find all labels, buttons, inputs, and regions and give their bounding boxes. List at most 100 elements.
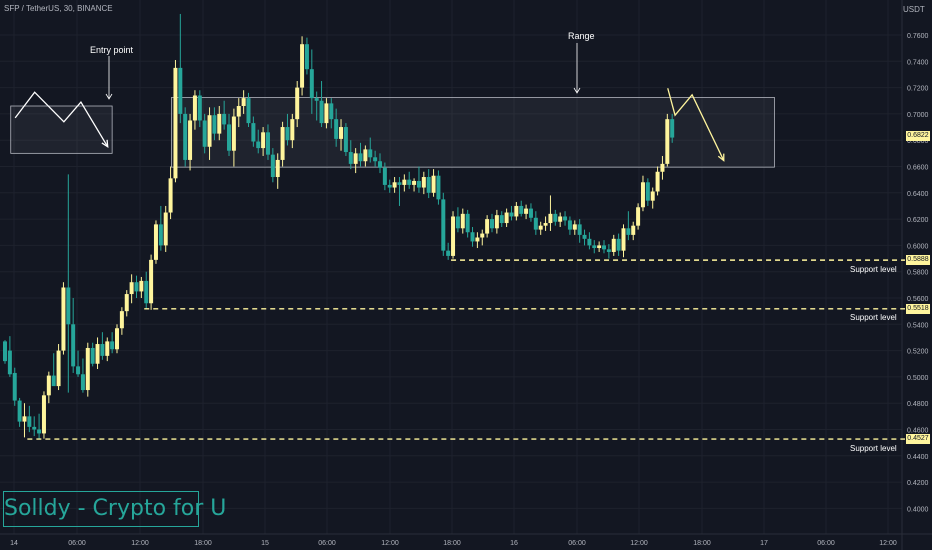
candle bbox=[144, 280, 149, 304]
candle bbox=[377, 161, 382, 168]
symbol-label: SFP / TetherUS, 30, BINANCE bbox=[4, 4, 113, 13]
candle bbox=[27, 416, 32, 427]
candle bbox=[611, 238, 616, 252]
entry-box bbox=[10, 105, 113, 154]
candle bbox=[17, 400, 22, 422]
candle bbox=[431, 175, 436, 193]
candle bbox=[426, 177, 431, 193]
candle bbox=[183, 113, 188, 160]
candle bbox=[553, 213, 558, 222]
candle bbox=[222, 113, 227, 125]
support-price-badge-2: 0.5518 bbox=[906, 304, 930, 314]
candle bbox=[348, 152, 353, 164]
time-tick: 06:00 bbox=[568, 540, 586, 547]
candle bbox=[640, 182, 645, 208]
time-tick: 14 bbox=[10, 540, 18, 547]
price-tick: 0.4400 bbox=[907, 454, 929, 461]
candle bbox=[416, 180, 421, 188]
candle bbox=[46, 375, 51, 396]
candle bbox=[56, 350, 61, 387]
candle bbox=[178, 67, 183, 114]
candle bbox=[95, 344, 100, 364]
candle bbox=[188, 120, 193, 160]
candle bbox=[451, 216, 456, 256]
price-tick: 0.6400 bbox=[907, 191, 929, 198]
support-price-badge-3: 0.4527 bbox=[906, 434, 930, 444]
price-tick: 0.7600 bbox=[907, 33, 929, 40]
price-tick: 0.6800 bbox=[907, 138, 929, 145]
candle bbox=[543, 223, 548, 226]
candle bbox=[119, 311, 124, 329]
price-tick: 0.6000 bbox=[907, 243, 929, 250]
candle bbox=[304, 44, 309, 70]
candle bbox=[37, 429, 42, 434]
candle bbox=[407, 179, 412, 185]
time-tick: 15 bbox=[261, 540, 269, 547]
time-tick: 12:00 bbox=[879, 540, 897, 547]
candle bbox=[115, 328, 120, 350]
candle bbox=[460, 213, 465, 229]
price-tick: 0.5600 bbox=[907, 296, 929, 303]
entry-zigzag-arrowhead bbox=[101, 139, 109, 149]
candle bbox=[80, 374, 85, 391]
candle bbox=[490, 219, 494, 229]
candle bbox=[548, 213, 553, 224]
price-tick: 0.5200 bbox=[907, 349, 929, 356]
candle bbox=[261, 132, 266, 149]
price-tick: 0.5000 bbox=[907, 375, 929, 382]
candle bbox=[636, 207, 641, 226]
candle bbox=[509, 212, 514, 217]
candle bbox=[343, 127, 348, 153]
candle bbox=[631, 225, 636, 235]
price-axis: 0.7600 0.7400 0.7200 0.7000 0.6800 0.6600 0.64… bbox=[907, 33, 929, 513]
candle bbox=[275, 159, 280, 178]
candle bbox=[124, 294, 129, 312]
time-tick: 18:00 bbox=[443, 540, 461, 547]
candle bbox=[309, 69, 314, 99]
price-tick: 0.7200 bbox=[907, 86, 929, 93]
candle bbox=[528, 208, 533, 218]
candle bbox=[402, 179, 407, 185]
candle bbox=[538, 225, 543, 230]
candle bbox=[353, 153, 358, 164]
support-level-label-1: Support level bbox=[850, 265, 897, 274]
candle bbox=[475, 237, 480, 242]
candle bbox=[645, 182, 650, 201]
candle bbox=[173, 67, 178, 179]
price-tick: 0.7400 bbox=[907, 59, 929, 66]
time-tick: 16 bbox=[510, 540, 518, 547]
candle bbox=[660, 163, 665, 172]
time-tick: 06:00 bbox=[68, 540, 86, 547]
candle bbox=[602, 245, 607, 250]
candle bbox=[606, 249, 611, 252]
candle bbox=[227, 124, 232, 151]
candle bbox=[256, 141, 261, 149]
candle bbox=[134, 282, 139, 292]
candle bbox=[621, 228, 626, 251]
candle bbox=[3, 341, 7, 362]
candle bbox=[592, 245, 597, 249]
candle bbox=[494, 215, 499, 229]
projection-path bbox=[667, 88, 725, 161]
candle bbox=[129, 282, 134, 295]
candle bbox=[582, 234, 587, 239]
candle bbox=[202, 120, 207, 147]
candle bbox=[480, 233, 485, 238]
candle bbox=[358, 153, 363, 162]
chart-boxes bbox=[10, 97, 775, 168]
candle bbox=[71, 324, 76, 367]
price-tick: 0.4200 bbox=[907, 480, 929, 487]
support-price-badge-1: 0.5888 bbox=[906, 255, 930, 265]
candle bbox=[412, 180, 417, 185]
candle bbox=[231, 116, 236, 151]
range-pointer-arrowhead bbox=[573, 87, 581, 94]
candle bbox=[524, 208, 529, 214]
candle bbox=[436, 175, 441, 200]
candle bbox=[212, 115, 217, 134]
candle bbox=[236, 106, 241, 117]
candle bbox=[363, 149, 368, 162]
candle bbox=[76, 366, 81, 375]
candle bbox=[587, 238, 592, 246]
